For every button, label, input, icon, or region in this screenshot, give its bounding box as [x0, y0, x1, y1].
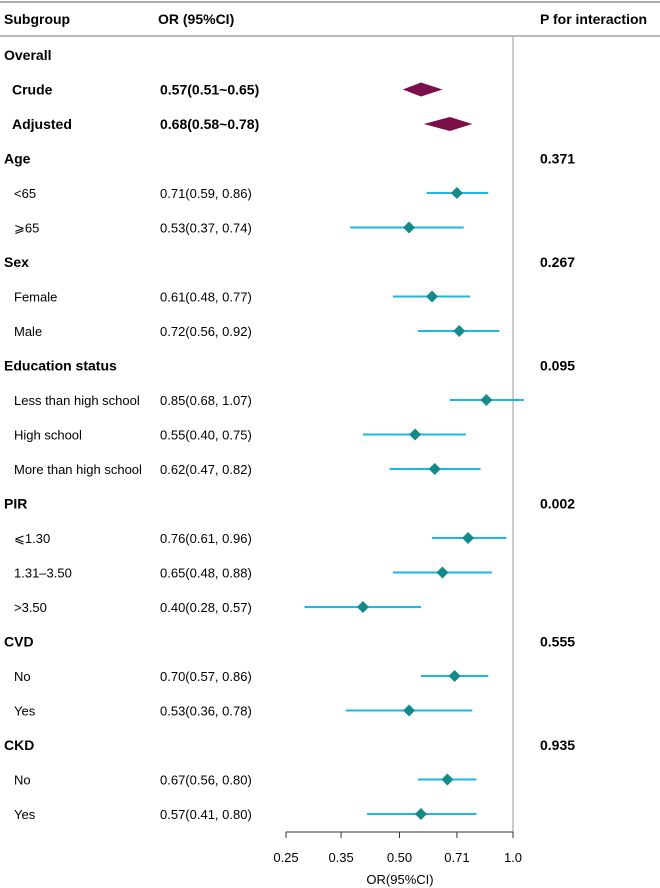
subgroup-label: No [14, 773, 31, 788]
or-ci-text: 0.53(0.37, 0.74) [160, 221, 252, 236]
x-tick-label: 0.50 [387, 850, 412, 865]
point-estimate-marker [356, 601, 369, 613]
group-label: CVD [4, 634, 34, 650]
or-ci-text: 0.57(0.51~0.65) [160, 82, 259, 98]
x-tick-label: 0.71 [444, 850, 469, 865]
group-label: PIR [4, 496, 27, 512]
point-estimate-marker [480, 394, 493, 406]
or-ci-text: 0.72(0.56, 0.92) [160, 324, 252, 339]
pooled-estimate-diamond [402, 82, 443, 97]
point-estimate-marker [448, 670, 461, 682]
x-tick-label: 0.35 [328, 850, 353, 865]
subgroup-label: No [14, 669, 31, 684]
group-label: Age [4, 151, 31, 167]
header-p-interaction: P for interaction [540, 11, 647, 27]
or-ci-text: 0.62(0.47, 0.82) [160, 462, 252, 477]
group-label: CKD [4, 737, 34, 753]
subgroup-label: Female [14, 290, 57, 305]
p-interaction-value: 0.267 [540, 254, 575, 270]
subgroup-label: Adjusted [12, 116, 72, 132]
point-estimate-marker [409, 428, 422, 441]
subgroup-label: Yes [14, 807, 36, 822]
or-ci-text: 0.55(0.40, 0.75) [160, 428, 252, 443]
point-estimate-marker [403, 221, 416, 234]
forest-rows: Overall Crude 0.57(0.51~0.65) Adjusted 0.68(… [4, 47, 575, 822]
x-tick-label: 1.0 [504, 850, 522, 865]
point-estimate-marker [462, 532, 475, 544]
point-estimate-marker [414, 808, 427, 820]
p-interaction-value: 0.095 [540, 358, 575, 374]
x-axis-title: OR(95%CI) [366, 872, 433, 887]
x-tick-label: 0.25 [273, 850, 298, 865]
header-subgroup: Subgroup [4, 11, 70, 27]
subgroup-label: 1.31–3.50 [14, 566, 72, 581]
group-label: Sex [4, 254, 29, 270]
pooled-estimate-diamond [423, 117, 473, 131]
point-estimate-marker [428, 463, 441, 475]
point-estimate-marker [403, 704, 416, 717]
subgroup-label: ⩽1.30 [14, 531, 50, 546]
or-ci-text: 0.67(0.56, 0.80) [160, 773, 252, 788]
or-ci-text: 0.68(0.58~0.78) [160, 116, 259, 132]
point-estimate-marker [426, 290, 439, 303]
group-label: Education status [4, 358, 117, 374]
subgroup-label: ⩾65 [14, 221, 39, 236]
p-interaction-value: 0.371 [540, 151, 575, 167]
p-interaction-value: 0.935 [540, 737, 575, 753]
point-estimate-marker [453, 325, 466, 337]
or-ci-text: 0.70(0.57, 0.86) [160, 669, 252, 684]
subgroup-label: Yes [14, 704, 36, 719]
subgroup-label: More than high school [14, 462, 142, 477]
p-interaction-value: 0.555 [540, 634, 575, 650]
subgroup-label: Male [14, 324, 42, 339]
group-label: Overall [4, 47, 51, 63]
or-ci-text: 0.57(0.41, 0.80) [160, 807, 252, 822]
point-estimate-marker [450, 187, 463, 199]
or-ci-text: 0.76(0.61, 0.96) [160, 531, 252, 546]
or-ci-text: 0.85(0.68, 1.07) [160, 393, 252, 408]
point-estimate-marker [436, 566, 449, 579]
point-estimate-marker [441, 773, 454, 786]
header-or-ci: OR (95%CI) [158, 11, 234, 27]
subgroup-label: High school [14, 428, 82, 443]
subgroup-label: <65 [14, 186, 36, 201]
or-ci-text: 0.65(0.48, 0.88) [160, 566, 252, 581]
or-ci-text: 0.53(0.36, 0.78) [160, 704, 252, 719]
subgroup-label: Crude [12, 82, 53, 98]
or-ci-text: 0.61(0.48, 0.77) [160, 290, 252, 305]
subgroup-label: >3.50 [14, 600, 47, 615]
subgroup-label: Less than high school [14, 393, 140, 408]
p-interaction-value: 0.002 [540, 496, 575, 512]
or-ci-text: 0.40(0.28, 0.57) [160, 600, 252, 615]
x-axis: 0.25 0.35 0.50 0.71 1.0 [273, 831, 522, 865]
or-ci-text: 0.71(0.59, 0.86) [160, 186, 252, 201]
